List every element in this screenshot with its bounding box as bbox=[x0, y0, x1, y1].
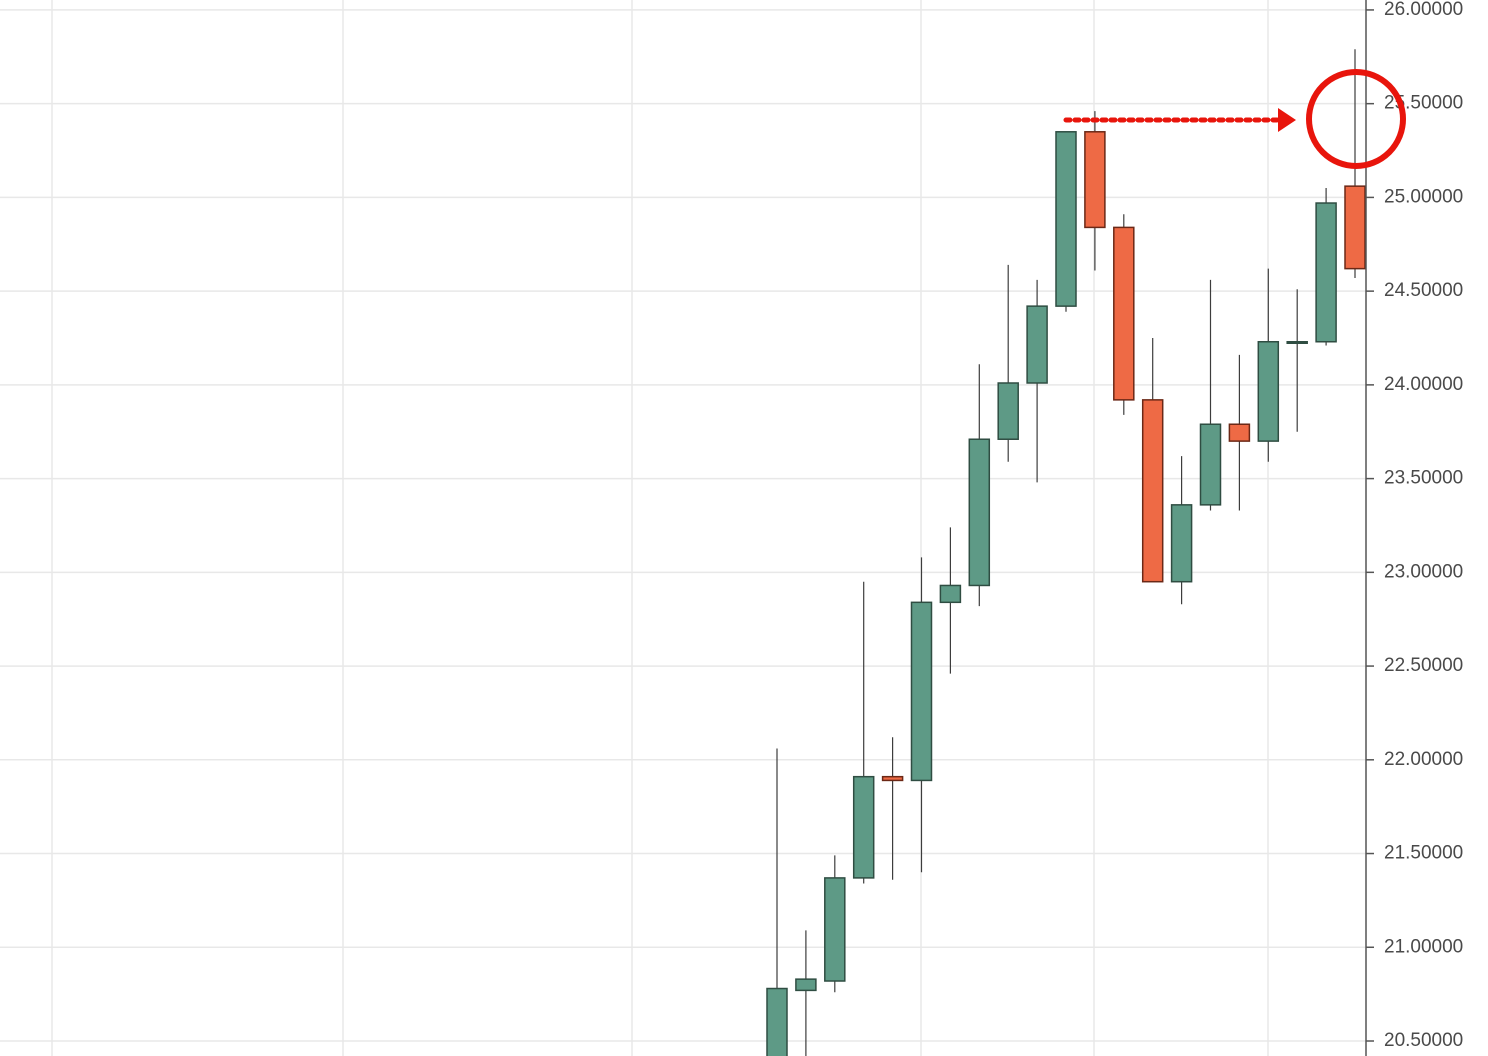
candle-body bbox=[795, 978, 817, 992]
candle-body bbox=[1141, 399, 1164, 583]
candle-body bbox=[1315, 202, 1337, 343]
candle-body bbox=[1344, 185, 1366, 270]
candle-body bbox=[824, 877, 846, 982]
candle-body bbox=[1026, 305, 1048, 384]
candle-body bbox=[910, 601, 933, 782]
candle-body bbox=[881, 775, 904, 782]
candle-body bbox=[939, 584, 962, 604]
candle-body bbox=[968, 438, 991, 587]
candle-body bbox=[1170, 504, 1193, 583]
y-tick-label: 20.50000 bbox=[1384, 1030, 1463, 1051]
y-tick-label: 23.50000 bbox=[1384, 468, 1463, 489]
y-tick-label: 21.50000 bbox=[1384, 843, 1463, 864]
candle-body bbox=[852, 775, 875, 879]
y-tick-label: 25.00000 bbox=[1384, 186, 1463, 207]
candle-body bbox=[766, 987, 788, 1056]
candle-body bbox=[997, 382, 1019, 440]
y-tick-label: 22.50000 bbox=[1384, 655, 1463, 676]
y-tick-label: 26.00000 bbox=[1384, 0, 1463, 20]
candle-body bbox=[1055, 131, 1077, 307]
arrow-head bbox=[1278, 108, 1296, 132]
y-tick-label: 21.00000 bbox=[1384, 936, 1463, 957]
y-tick-label: 24.50000 bbox=[1384, 280, 1463, 301]
highlight-circle bbox=[1306, 69, 1406, 169]
candle-body bbox=[1286, 341, 1308, 345]
y-tick-label: 24.00000 bbox=[1384, 374, 1463, 395]
candle-body bbox=[1084, 131, 1106, 229]
candles bbox=[766, 49, 1366, 1056]
annotation bbox=[1063, 69, 1406, 169]
y-tick-label: 23.00000 bbox=[1384, 561, 1463, 582]
candle-body bbox=[1113, 226, 1135, 401]
grid bbox=[0, 0, 1366, 1056]
candle-body bbox=[1199, 423, 1222, 506]
candle-body bbox=[1257, 341, 1280, 442]
y-tick-label: 22.00000 bbox=[1384, 749, 1463, 770]
candle-body bbox=[1228, 423, 1251, 442]
